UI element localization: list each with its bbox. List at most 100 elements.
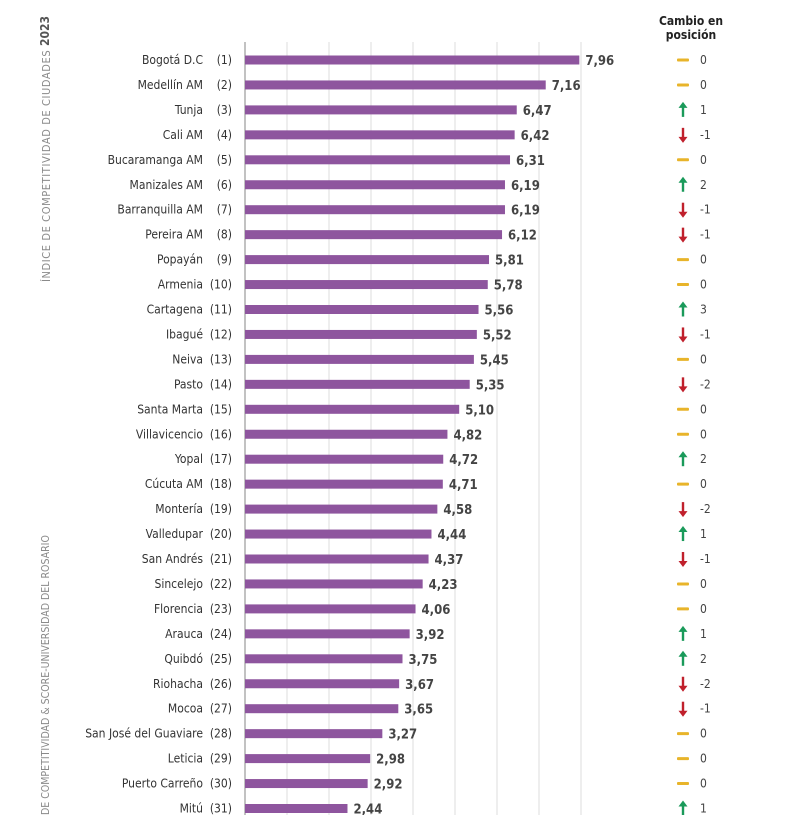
position-change-value: 3 xyxy=(700,303,707,317)
up-arrow-icon xyxy=(678,526,688,533)
value-label: 3,67 xyxy=(405,678,434,693)
value-label: 3,27 xyxy=(388,728,417,743)
value-label: 3,75 xyxy=(409,653,438,668)
rank-label: (18) xyxy=(210,477,232,491)
down-arrow-icon xyxy=(678,236,688,243)
rank-label: (12) xyxy=(210,327,232,341)
rank-label: (13) xyxy=(210,352,232,366)
value-label: 5,78 xyxy=(494,279,523,294)
up-arrow-icon xyxy=(678,176,688,183)
value-label: 7,96 xyxy=(585,54,614,69)
rank-label: (30) xyxy=(210,777,232,791)
city-label: Florencia xyxy=(154,602,203,616)
bar xyxy=(245,404,460,414)
rank-label: (19) xyxy=(210,502,232,516)
city-label: Riohacha xyxy=(153,677,203,691)
bar xyxy=(245,379,470,389)
city-label: Mitú xyxy=(180,802,203,815)
bar xyxy=(245,280,488,290)
down-arrow-icon xyxy=(678,336,688,343)
position-change-value: 0 xyxy=(700,727,707,741)
bar xyxy=(245,155,511,165)
rank-label: (24) xyxy=(210,627,232,641)
rank-label: (14) xyxy=(210,377,232,391)
up-arrow-stem xyxy=(681,805,685,815)
position-change-value: 1 xyxy=(700,802,707,815)
down-arrow-icon xyxy=(678,511,688,518)
rank-label: (25) xyxy=(210,652,232,666)
value-label: 4,44 xyxy=(437,528,466,543)
value-label: 4,71 xyxy=(449,478,478,493)
rank-label: (23) xyxy=(210,602,232,616)
city-label: Barranquilla AM xyxy=(117,203,203,217)
city-label: Villavicencio xyxy=(136,427,203,441)
no-change-dash-icon xyxy=(677,283,689,287)
down-arrow-icon xyxy=(678,710,688,717)
position-change-value: 1 xyxy=(700,527,707,541)
value-label: 3,65 xyxy=(404,703,433,718)
bar xyxy=(245,429,448,439)
value-label: 6,47 xyxy=(523,104,552,119)
bar xyxy=(245,629,410,639)
bar xyxy=(245,804,348,813)
down-arrow-stem xyxy=(681,552,685,562)
bar xyxy=(245,80,546,90)
value-label: 4,72 xyxy=(449,453,478,468)
rank-label: (8) xyxy=(217,228,232,242)
city-label: Puerto Carreño xyxy=(122,777,204,791)
value-label: 2,44 xyxy=(353,803,382,815)
value-label: 5,52 xyxy=(483,328,512,343)
city-label: Yopal xyxy=(174,452,203,466)
city-label: Arauca xyxy=(165,627,203,641)
up-arrow-stem xyxy=(681,106,685,117)
change-header-line1: Cambio en xyxy=(658,14,724,28)
down-arrow-icon xyxy=(678,685,688,692)
up-arrow-stem xyxy=(681,456,685,467)
value-label: 7,16 xyxy=(552,79,581,94)
down-arrow-stem xyxy=(681,701,685,712)
city-label: Medellín AM xyxy=(138,78,203,92)
rank-label: (4) xyxy=(217,128,232,142)
city-label: Cali AM xyxy=(163,128,203,142)
position-change-value: -1 xyxy=(700,552,711,566)
down-arrow-icon xyxy=(678,136,688,143)
position-change-value: -1 xyxy=(700,702,711,716)
position-change-value: 0 xyxy=(700,53,707,67)
city-label: Ibagué xyxy=(166,327,203,341)
position-change-value: -1 xyxy=(700,228,711,242)
bar xyxy=(245,180,505,190)
up-arrow-icon xyxy=(678,101,688,108)
rank-label: (5) xyxy=(217,153,232,167)
no-change-dash-icon xyxy=(677,732,689,736)
city-label: Manizales AM xyxy=(130,178,203,192)
rank-label: (21) xyxy=(210,552,232,566)
bar xyxy=(245,729,383,739)
no-change-dash-icon xyxy=(677,607,689,611)
up-arrow-icon xyxy=(678,301,688,308)
value-label: 6,19 xyxy=(511,179,540,194)
value-label: 4,37 xyxy=(435,553,464,568)
value-label: 6,19 xyxy=(511,204,540,219)
city-label: Montería xyxy=(155,502,203,516)
city-label: Armenia xyxy=(158,278,203,292)
rank-label: (26) xyxy=(210,677,232,691)
position-change-value: 0 xyxy=(700,278,707,292)
position-change-value: -2 xyxy=(700,377,711,391)
no-change-dash-icon xyxy=(677,258,689,262)
city-label: San José del Guaviare xyxy=(85,727,203,741)
value-label: 6,42 xyxy=(521,129,550,144)
position-change-value: 2 xyxy=(700,452,707,466)
rank-label: (27) xyxy=(210,702,232,716)
down-arrow-stem xyxy=(681,227,685,238)
city-label: Santa Marta xyxy=(137,402,203,416)
no-change-dash-icon xyxy=(677,158,689,162)
value-label: 5,81 xyxy=(495,254,524,269)
rank-label: (9) xyxy=(217,253,232,267)
city-label: Quibdó xyxy=(164,652,203,666)
no-change-dash-icon xyxy=(677,83,689,87)
bar xyxy=(245,329,477,339)
no-change-dash-icon xyxy=(677,58,689,62)
position-change-value: 0 xyxy=(700,402,707,416)
down-arrow-stem xyxy=(681,502,685,513)
position-change-value: 0 xyxy=(700,752,707,766)
